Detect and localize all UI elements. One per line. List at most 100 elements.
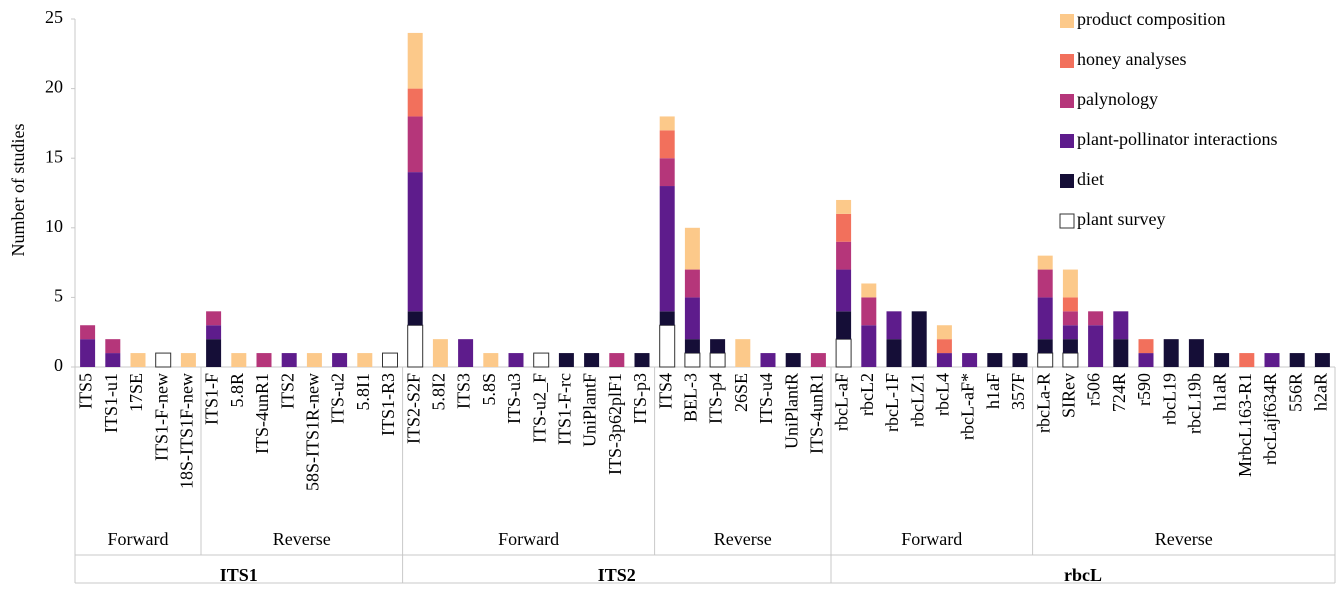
bar-segment — [1037, 269, 1053, 298]
group-label: ITS2 — [598, 565, 636, 585]
bar-segment — [1062, 339, 1078, 354]
x-tick-label: BEL-3 — [681, 373, 701, 422]
y-tick-label: 25 — [45, 7, 63, 27]
legend-swatch — [1060, 134, 1074, 148]
bar-segment — [407, 311, 423, 326]
x-tick-label: rbcLZ1 — [907, 373, 927, 427]
bar-segment — [1088, 311, 1104, 326]
bar-segment — [1062, 311, 1078, 326]
bar-segment — [256, 353, 272, 367]
bar-segment — [886, 339, 902, 367]
bar-segment — [936, 353, 952, 367]
bar-segment — [684, 227, 700, 270]
x-tick-label: ITS-u2_F — [529, 373, 549, 443]
bar-segment — [684, 339, 700, 354]
bar-segment — [659, 186, 675, 312]
x-tick-label: MrbcL163-R1 — [1235, 373, 1255, 477]
x-tick-label: UniPlantF — [580, 373, 600, 447]
x-tick-label: ITS4 — [655, 373, 675, 409]
bar-segment — [1062, 352, 1079, 368]
bar-segment — [684, 352, 701, 368]
bar-segment — [105, 353, 121, 367]
bar-segment — [1012, 353, 1028, 367]
x-tick-label: 5.8I1 — [353, 373, 373, 411]
bar-segment — [407, 324, 424, 368]
bar-segment — [684, 297, 700, 340]
x-tick-label: 357F — [1008, 373, 1028, 410]
bar-segment — [760, 353, 776, 367]
bar-segment — [709, 352, 726, 368]
x-tick-label: ITS-4unR1 — [807, 373, 827, 454]
x-tick-label: ITS-u4 — [756, 373, 776, 424]
x-tick-label: rbcL2 — [857, 373, 877, 416]
x-tick-label: 5.8S — [479, 373, 499, 406]
x-tick-label: ITS-u2 — [328, 373, 348, 424]
bar-segment — [1138, 339, 1154, 354]
bar-segment — [861, 283, 877, 298]
bar-segment — [962, 353, 978, 367]
bar-segment — [206, 339, 222, 367]
x-tick-label: 724R — [1109, 373, 1129, 412]
bar-segment — [231, 353, 247, 367]
x-tick-label: ITS2 — [277, 373, 297, 409]
bar-segment — [1239, 353, 1255, 367]
subgroup-label: Reverse — [714, 529, 772, 549]
bar-segment — [836, 269, 852, 312]
bar-segment — [508, 353, 524, 367]
legend-swatch — [1060, 54, 1074, 68]
x-tick-label: ITS-4unR1 — [252, 373, 272, 454]
x-tick-label: ITS3 — [454, 373, 474, 409]
bar-segment — [407, 88, 423, 117]
bar-segment — [1138, 353, 1154, 367]
x-tick-label: ITS1-u1 — [101, 373, 121, 433]
bar-segment — [810, 353, 826, 367]
bar-segment — [659, 311, 675, 326]
x-tick-label: h1aF — [983, 373, 1003, 409]
bar-segment — [684, 269, 700, 298]
x-tick-label: 5.8I2 — [429, 373, 449, 411]
bar-segment — [1037, 339, 1053, 354]
bar-segment — [533, 352, 550, 368]
legend-label: product composition — [1077, 9, 1225, 29]
bar-segment — [1037, 352, 1054, 368]
bar-segment — [936, 325, 952, 340]
x-tick-label: rbcL-1F — [882, 373, 902, 432]
bar-segment — [785, 353, 801, 367]
x-tick-label: r506 — [1084, 373, 1104, 406]
subgroup-label: Forward — [108, 529, 169, 549]
bar-segment — [659, 130, 675, 159]
bar-segment — [1264, 353, 1280, 367]
bar-segment — [1088, 325, 1104, 367]
legend-swatch — [1059, 213, 1075, 229]
bar-segment — [281, 353, 297, 367]
subgroup-label: Forward — [498, 529, 559, 549]
legend-label: honey analyses — [1077, 49, 1186, 69]
bar-segment — [584, 353, 600, 367]
legend-swatch — [1060, 174, 1074, 188]
bar-segment — [1062, 297, 1078, 312]
bar-segment — [1037, 255, 1053, 270]
bar-segment — [836, 241, 852, 270]
bar-segment — [659, 116, 675, 131]
group-label: ITS1 — [220, 565, 258, 585]
legend-label: plant survey — [1077, 209, 1165, 229]
x-tick-label: ITS-3p62plF1 — [605, 373, 625, 475]
bar-segment — [80, 339, 96, 367]
bar-segment — [80, 325, 96, 340]
x-tick-label: 556R — [1285, 373, 1305, 412]
x-tick-label: ITS-p4 — [706, 373, 726, 424]
bar-segment — [1062, 269, 1078, 298]
bar-segment — [735, 339, 751, 367]
bar-segment — [458, 339, 474, 367]
bar-segment — [1062, 325, 1078, 340]
bar-segment — [1289, 353, 1305, 367]
x-tick-label: rbcL-aF* — [958, 373, 978, 440]
x-tick-label: rbcL4 — [933, 373, 953, 416]
x-tick-label: rbcL19b — [1185, 373, 1205, 434]
x-tick-label: SIRev — [1059, 373, 1079, 418]
bar-segment — [936, 339, 952, 354]
y-axis-label: Number of studies — [8, 124, 28, 257]
x-tick-label: ITS1-R3 — [378, 373, 398, 436]
bar-segment — [861, 325, 877, 367]
